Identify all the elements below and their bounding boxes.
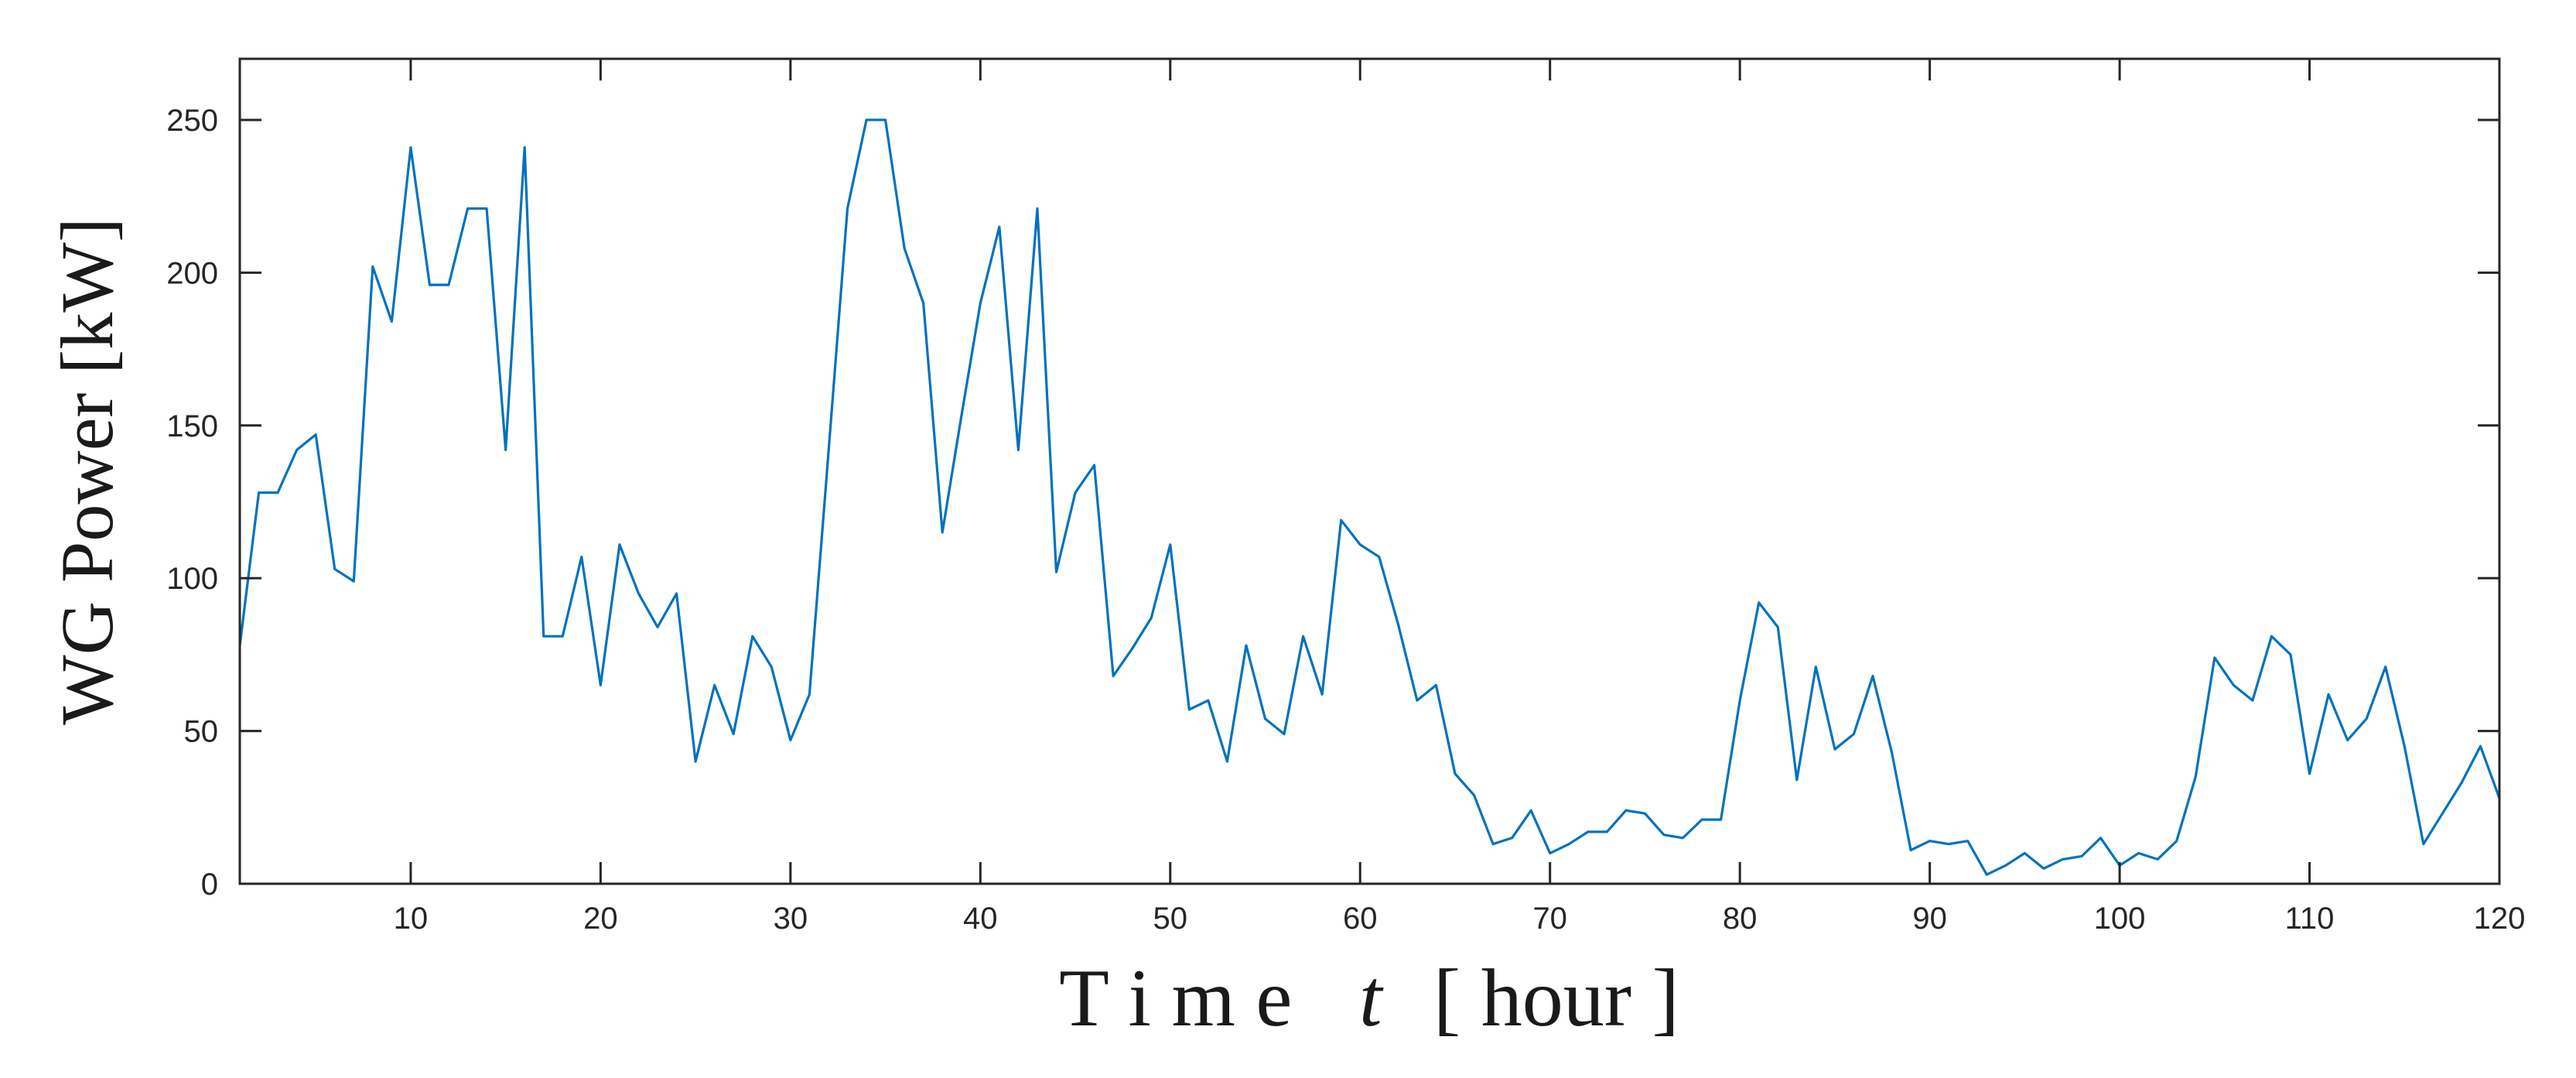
x-axis-title-variable: t [1359, 953, 1384, 1043]
plot-frame [238, 57, 2501, 885]
x-axis-title-unit: [ hour ] [1433, 953, 1679, 1043]
x-axis-title: T i m e t [ hour ] [1059, 953, 1679, 1043]
y-axis-title: WG Power [kW] [46, 217, 128, 725]
x-tick-label: 110 [2285, 902, 2335, 936]
y-tick-label: 100 [166, 562, 218, 596]
x-tick-label: 90 [1912, 902, 1947, 936]
x-tick-label: 100 [2094, 902, 2146, 936]
y-tick-label: 50 [184, 715, 219, 749]
x-tick-label: 50 [1153, 902, 1188, 936]
y-tick-label: 200 [166, 256, 218, 290]
x-tick-label: 40 [963, 902, 998, 936]
y-tick-label: 150 [166, 409, 218, 443]
y-tick-label: 250 [166, 104, 218, 138]
x-tick-label: 60 [1343, 902, 1378, 936]
y-tick-label: 0 [201, 868, 218, 902]
x-axis-title-pre: T i m e [1059, 953, 1292, 1043]
x-tick-label: 30 [774, 902, 808, 936]
x-tick-label: 80 [1723, 902, 1758, 936]
x-tick-label: 70 [1532, 902, 1567, 936]
x-tick-label: 10 [394, 902, 429, 936]
x-tick-label: 20 [583, 902, 618, 936]
x-tick-label: 120 [2474, 902, 2526, 936]
series-line-1 [238, 118, 2501, 876]
